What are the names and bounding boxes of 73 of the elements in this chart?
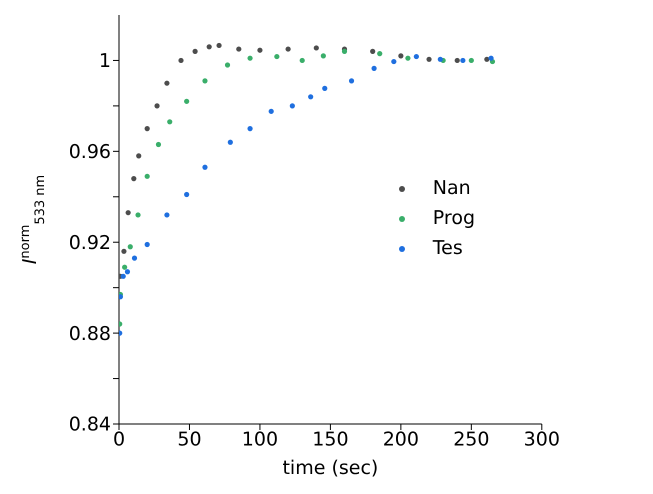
point xyxy=(405,56,411,61)
point xyxy=(184,192,190,198)
y-tick-label: 0.92 xyxy=(68,232,111,254)
point xyxy=(268,108,274,114)
point xyxy=(124,269,130,274)
point xyxy=(274,54,280,60)
point xyxy=(257,48,263,53)
legend-label: Prog xyxy=(432,207,475,229)
point xyxy=(438,56,443,62)
point xyxy=(426,56,432,62)
point xyxy=(398,53,404,58)
point xyxy=(202,78,208,84)
y-tick-label: 1 xyxy=(98,50,111,72)
point xyxy=(128,244,133,250)
point xyxy=(468,58,474,64)
point xyxy=(290,103,295,108)
point xyxy=(154,103,160,108)
x-tick-label: 150 xyxy=(312,428,349,450)
point xyxy=(126,210,131,216)
point xyxy=(121,248,127,254)
x-tick-label: 300 xyxy=(524,428,560,450)
point xyxy=(247,56,253,61)
point xyxy=(132,256,138,261)
x-tick-label: 100 xyxy=(242,428,278,450)
point xyxy=(377,51,382,56)
point xyxy=(184,98,190,104)
point xyxy=(342,48,348,54)
point xyxy=(286,46,291,52)
point xyxy=(136,153,142,158)
point xyxy=(370,48,376,54)
point xyxy=(314,45,319,51)
point xyxy=(167,119,172,124)
x-tick-label: 250 xyxy=(453,428,490,450)
point xyxy=(206,44,212,50)
point xyxy=(120,274,126,279)
point xyxy=(300,58,305,64)
point xyxy=(202,164,208,170)
x-tick-label: 200 xyxy=(382,428,419,450)
point xyxy=(236,46,242,52)
point xyxy=(135,212,141,218)
x-tick-label: 0 xyxy=(112,428,126,450)
y-tick-label: 0.96 xyxy=(68,141,111,164)
point xyxy=(488,56,494,61)
point xyxy=(322,86,328,91)
point xyxy=(178,58,184,64)
point xyxy=(414,54,419,60)
x-axis-title: time (sec) xyxy=(282,457,378,479)
point xyxy=(164,80,170,86)
point xyxy=(391,58,396,64)
point xyxy=(144,126,150,132)
point xyxy=(119,294,124,300)
legend-label: Nan xyxy=(432,177,471,199)
point xyxy=(192,48,198,54)
y-tick-label: 0.88 xyxy=(68,322,111,345)
legend-label: Tes xyxy=(432,237,463,259)
point xyxy=(156,142,162,148)
y-tick-label: 0.84 xyxy=(68,414,111,436)
point xyxy=(164,212,170,218)
point xyxy=(371,66,377,71)
point xyxy=(460,58,466,64)
point xyxy=(122,264,128,270)
point xyxy=(144,174,150,179)
point xyxy=(454,58,460,64)
x-tick-label: 50 xyxy=(177,428,202,450)
point xyxy=(216,42,222,48)
point xyxy=(308,94,314,100)
point xyxy=(228,140,233,145)
point xyxy=(144,242,150,248)
point xyxy=(348,78,354,84)
point xyxy=(247,126,253,132)
point xyxy=(131,176,136,182)
point xyxy=(320,53,326,58)
point xyxy=(224,62,230,68)
